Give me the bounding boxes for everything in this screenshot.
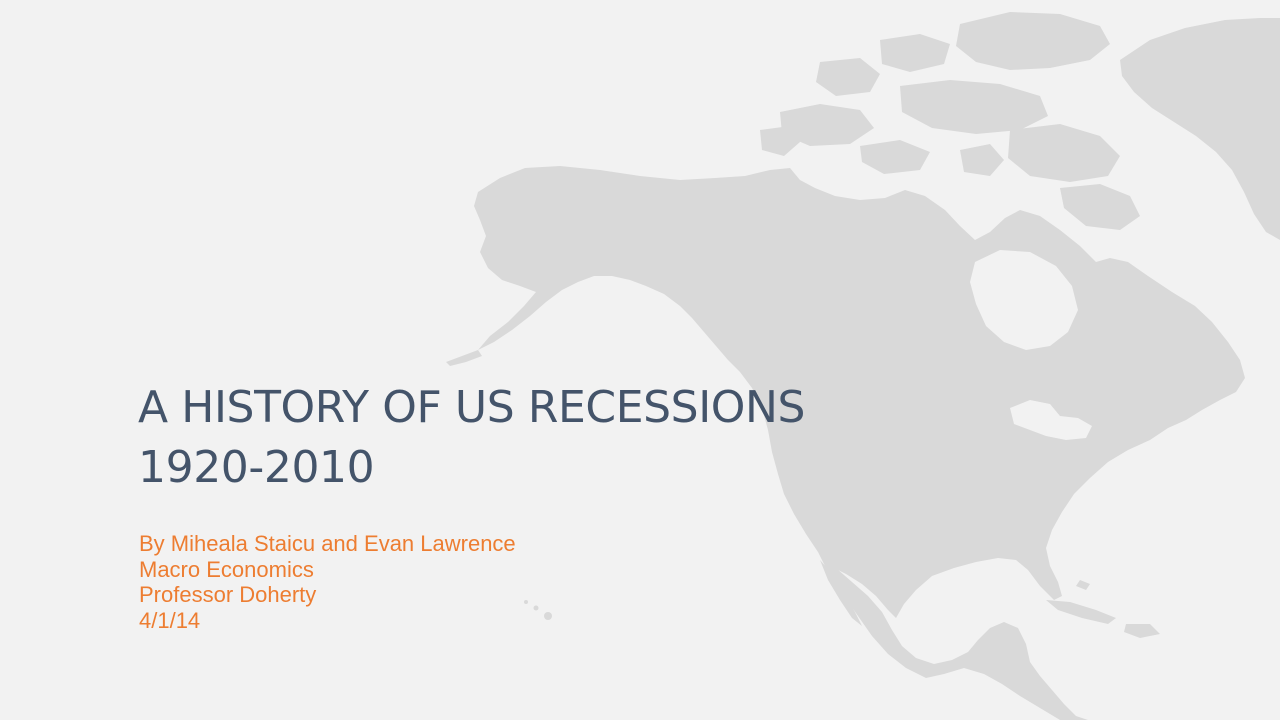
slide-title: A HISTORY OF US RECESSIONS 1920-2010 [138,378,918,498]
hawaii-3 [524,600,528,604]
subtitle-professor: Professor Doherty [139,582,317,607]
hawaii-2 [533,605,539,611]
title-line-1: A HISTORY OF US RECESSIONS [138,382,806,433]
arctic-island-7 [1008,124,1120,182]
aleutian-islands [446,350,482,366]
greenland [1120,18,1280,240]
slide-subtitle: By Miheala Staicu and Evan Lawrence Macr… [139,531,739,633]
arctic-island-3 [816,58,880,96]
subtitle-course: Macro Economics [139,556,314,582]
gulf-of-mexico [928,568,1034,624]
hudson-bay [970,250,1078,350]
arctic-island-1 [956,12,1110,70]
bahamas [1076,580,1090,590]
subtitle-date: 4/1/14 [139,607,201,633]
title-line-2: 1920-2010 [138,442,375,493]
arctic-island-9 [760,126,800,156]
baja-california [820,560,862,626]
arctic-island-6 [860,140,930,174]
great-lakes [1010,400,1092,440]
hispaniola [1124,624,1160,638]
arctic-island-4 [900,80,1048,134]
arctic-island-2 [880,34,950,72]
arctic-island-10 [1060,184,1140,230]
arctic-island-8 [960,144,1004,176]
subtitle-authors: By Miheala Staicu and Evan Lawrence [139,531,516,556]
arctic-island-5 [780,104,874,146]
mexico-central-america [818,552,1088,720]
hawaii-1 [544,612,552,620]
map-water [928,250,1092,624]
cuba [1046,600,1116,624]
